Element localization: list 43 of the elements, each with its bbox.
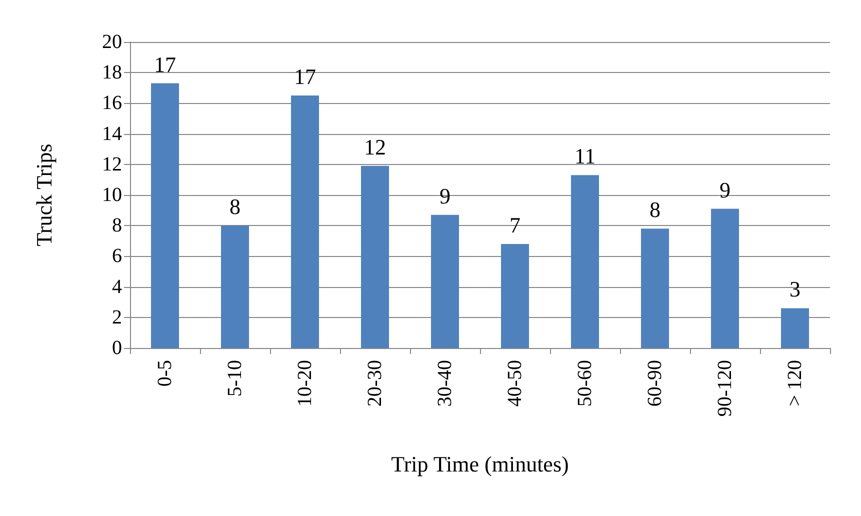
x-axis-title: Trip Time (minutes) — [391, 452, 569, 476]
y-tick-label: 14 — [102, 122, 122, 145]
y-tick-label: 2 — [112, 306, 122, 328]
data-label: 3 — [790, 276, 800, 302]
y-tick-label: 18 — [102, 62, 122, 84]
y-tick-label: 8 — [112, 214, 122, 237]
y-tick-label: 20 — [102, 31, 122, 53]
y-axis-title: Truck Trips — [32, 144, 56, 246]
bar — [571, 175, 599, 348]
y-tick-label: 4 — [112, 276, 122, 298]
y-tick-label: 12 — [102, 153, 122, 176]
data-label: 7 — [510, 212, 520, 238]
bar — [781, 308, 809, 348]
bar — [151, 83, 179, 348]
data-label: 9 — [440, 183, 450, 208]
x-tick-label: 20-30 — [364, 360, 386, 407]
y-tick-label: 16 — [102, 92, 122, 114]
y-tick-label: 10 — [102, 184, 122, 206]
x-tick-label: 90-120 — [714, 360, 736, 417]
data-label: 9 — [720, 177, 730, 202]
bar — [361, 166, 389, 348]
x-tick-label: > 120 — [784, 360, 806, 406]
y-tick-label: 0 — [112, 337, 122, 359]
bar — [291, 96, 319, 348]
bar — [221, 226, 249, 348]
data-label: 8 — [230, 194, 240, 220]
data-label: 17 — [154, 52, 176, 77]
x-tick-label: 50-60 — [574, 360, 596, 407]
y-tick-label: 6 — [112, 245, 122, 268]
bar — [641, 228, 669, 348]
x-tick-label: 5-10 — [224, 360, 246, 397]
bar — [431, 214, 459, 348]
x-tick-label: 0-5 — [154, 360, 176, 387]
x-tick-label: 30-40 — [434, 360, 456, 407]
data-label: 12 — [364, 134, 386, 160]
bar — [501, 244, 529, 348]
x-tick-label: 40-50 — [504, 360, 526, 407]
data-label: 17 — [294, 64, 316, 90]
bar — [711, 208, 739, 348]
data-label: 11 — [574, 144, 596, 169]
x-tick-label: 10-20 — [294, 360, 316, 407]
data-label: 8 — [650, 197, 660, 222]
x-tick-label: 60-90 — [644, 360, 666, 407]
